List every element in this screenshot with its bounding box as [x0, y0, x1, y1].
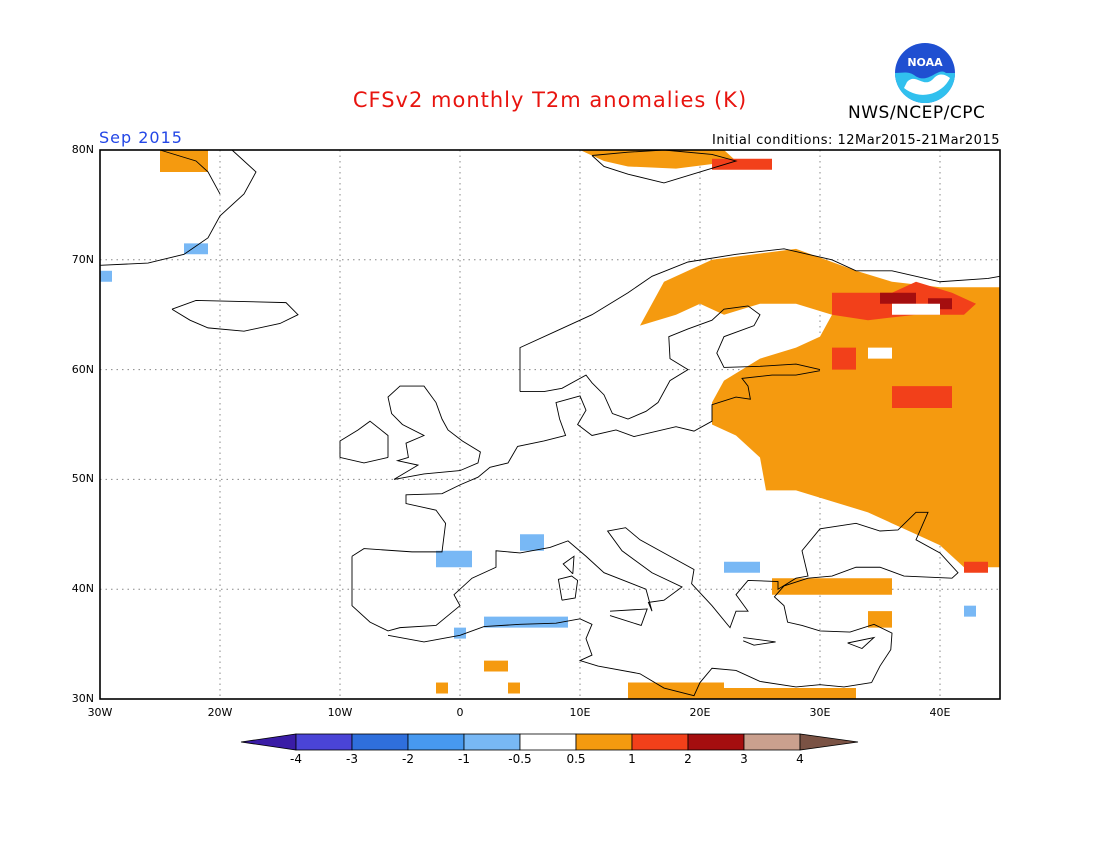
north-coast	[351, 370, 821, 557]
map-frame	[99, 149, 1001, 700]
y-tick-label: 30N	[71, 692, 94, 705]
cold-anomaly-greenland	[184, 243, 208, 255]
noaa-logo-icon: NOAA	[895, 43, 955, 103]
colorbar-label: -1	[458, 752, 470, 766]
cold-anomaly-alps	[520, 534, 544, 551]
greenland-coast	[99, 149, 257, 266]
cold-anomaly-balkans	[724, 561, 760, 573]
north-africa-coast	[387, 618, 872, 697]
map-gridlines	[100, 150, 1000, 699]
warm-anomaly-turkey	[772, 578, 892, 595]
warm-anomaly-egypt	[724, 688, 856, 699]
warm-anomaly-cell	[436, 682, 448, 694]
x-tick-label: 20E	[689, 706, 711, 719]
y-tick-label: 70N	[71, 252, 94, 266]
colorbar-segment	[351, 733, 409, 751]
colorbar-segment	[575, 733, 633, 751]
agency-label: NWS/NCEP/CPC	[848, 103, 986, 123]
hot-anomaly-svalbard	[712, 158, 772, 170]
x-tick-label: 30W	[87, 706, 113, 719]
x-tick-label: 20W	[207, 706, 233, 719]
x-tick-label: 10E	[569, 706, 591, 719]
hot-anomaly-cell	[892, 386, 952, 409]
colorbar-label: 0.5	[566, 752, 586, 766]
cold-anomaly-greenland	[100, 270, 112, 282]
cold-anomaly-spain	[436, 550, 472, 568]
warm-anomaly-cell	[508, 682, 520, 694]
colorbar-label: -2	[402, 752, 414, 766]
colorbar-segment	[687, 733, 745, 751]
initial-conditions-label: Initial conditions: 12Mar2015-21Mar2015	[712, 133, 1000, 148]
forecast-month-label: Sep 2015	[99, 128, 183, 147]
warm-anomaly-region-russia	[640, 248, 1000, 568]
corsica-coast	[562, 555, 575, 575]
warm-anomaly-svalbard	[580, 150, 736, 169]
crete-coast	[743, 637, 776, 646]
colorbar-segment	[407, 733, 465, 751]
colorbar-label: 4	[796, 752, 804, 766]
y-tick-label: 80N	[71, 143, 94, 156]
colorbar-upper-arrow	[799, 733, 859, 751]
colorbar-segment	[463, 733, 521, 751]
baltic-coast	[520, 305, 821, 420]
colorbar-label: 3	[740, 752, 748, 766]
warm-anomaly-greenland	[160, 150, 208, 172]
y-tick-label: 60N	[71, 362, 94, 376]
y-tick-label: 40N	[71, 582, 94, 596]
neutral-hole	[892, 303, 940, 315]
norway-coast	[519, 248, 1001, 392]
hot-anomaly-cell	[832, 347, 856, 370]
sicily-coast	[609, 608, 648, 626]
ireland-coast	[339, 420, 389, 464]
x-tick-label: 0	[456, 706, 464, 719]
greenland-east-coast	[159, 149, 221, 195]
x-tick-label: 40E	[929, 706, 951, 719]
neutral-hole	[868, 347, 892, 359]
warm-anomaly-cell	[484, 660, 508, 672]
colorbar-label: -0.5	[508, 752, 532, 766]
colorbar-segment	[631, 733, 689, 751]
colorbar-label: 1	[628, 752, 636, 766]
mainland-coast	[351, 511, 959, 683]
colorbar-segment	[295, 733, 353, 751]
colorbar-label: 2	[684, 752, 692, 766]
anomaly-cells	[100, 150, 1000, 699]
coastlines	[99, 149, 1001, 697]
colorbar-segment	[743, 733, 801, 751]
svalbard-coast	[591, 149, 738, 184]
cyprus-coast	[847, 636, 876, 650]
britain-coast	[387, 385, 481, 480]
hot-anomaly-cell	[964, 561, 988, 573]
colorbar-lower-arrow	[240, 733, 297, 751]
sardinia-coast	[557, 575, 579, 601]
x-tick-label: 30E	[809, 706, 831, 719]
map-title: CFSv2 monthly T2m anomalies (K)	[352, 88, 748, 112]
colorbar-label: -4	[290, 752, 302, 766]
warm-anomaly-cell	[868, 611, 892, 628]
cold-anomaly-cell	[964, 605, 976, 617]
colorbar-segment	[519, 733, 577, 751]
noaa-logo-text: NOAA	[907, 56, 943, 69]
iceland-coast	[171, 299, 299, 332]
x-tick-label: 10W	[327, 706, 353, 719]
colorbar	[240, 733, 859, 751]
cold-anomaly-cell	[454, 627, 466, 639]
colorbar-label: -3	[346, 752, 358, 766]
y-tick-label: 50N	[71, 472, 94, 486]
very-hot-anomaly-cell	[880, 292, 916, 304]
